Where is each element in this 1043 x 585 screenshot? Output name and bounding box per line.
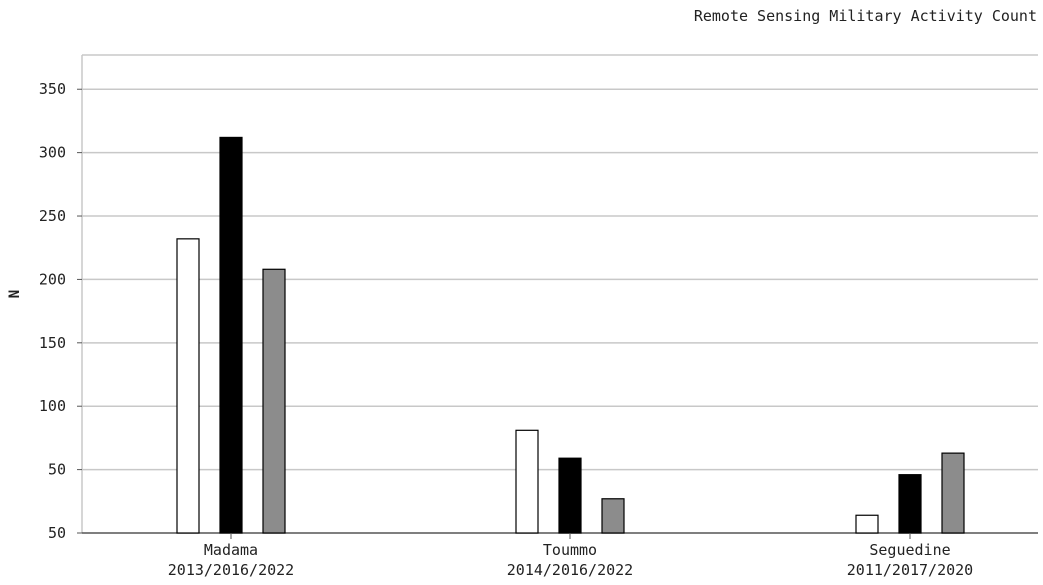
y-tick-label: 50 <box>48 524 66 542</box>
bar <box>262 268 286 534</box>
bar <box>941 452 965 534</box>
x-tick-years-label: 2014/2016/2022 <box>507 561 633 579</box>
y-tick-label: 350 <box>39 80 66 98</box>
x-tick-label: Seguedine <box>869 541 950 559</box>
x-tick-years-label: 2013/2016/2022 <box>168 561 294 579</box>
y-tick-label: 250 <box>39 207 66 225</box>
bar <box>558 457 582 534</box>
y-tick-label: 100 <box>39 397 66 415</box>
y-tick-label: 50 <box>48 461 66 479</box>
bar <box>898 474 922 534</box>
bar <box>176 238 200 534</box>
bar <box>219 136 243 534</box>
bar <box>601 498 625 534</box>
chart-title: Remote Sensing Military Activity Count <box>693 7 1037 25</box>
bar <box>855 514 879 534</box>
y-axis-label: N <box>7 290 23 298</box>
y-tick-label: 300 <box>39 144 66 162</box>
x-tick-years-label: 2011/2017/2020 <box>847 561 973 579</box>
y-tick-label: 200 <box>39 270 66 288</box>
x-tick-label: Madama <box>204 541 258 559</box>
y-tick-label: 150 <box>39 334 66 352</box>
bar <box>515 429 539 534</box>
x-tick-label: Toummo <box>543 541 597 559</box>
